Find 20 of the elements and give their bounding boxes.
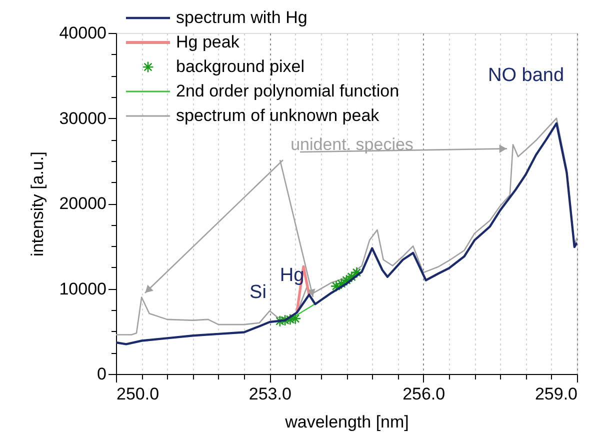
y-tick-label: 20000 <box>59 194 106 213</box>
annotation: NO band <box>488 65 564 86</box>
y-tick-label: 40000 <box>59 24 106 42</box>
legend-label: spectrum of unknown peak <box>176 106 380 125</box>
annotation: Hg <box>280 265 304 286</box>
y-axis-title: intensity [a.u.] <box>28 152 48 256</box>
y-tick-label: 30000 <box>59 108 106 128</box>
legend-label: spectrum with Hg <box>176 8 308 27</box>
x-tick-label: 250.0 <box>116 384 160 404</box>
x-tick-label: 259.0 <box>534 384 578 404</box>
y-tick-label: 0 <box>97 364 106 384</box>
x-axis-title: wavelength [nm] <box>284 412 409 432</box>
annotation: unident. species <box>290 135 414 154</box>
legend-label: background pixel <box>176 57 305 76</box>
legend-label: Hg peak <box>176 32 240 52</box>
x-tick-label: 253.0 <box>248 384 292 404</box>
x-tick-label: 256.0 <box>402 384 446 404</box>
legend-label: 2nd order polynomial function <box>176 82 400 100</box>
annotation: Si <box>250 282 266 303</box>
y-tick-label: 10000 <box>59 279 106 298</box>
